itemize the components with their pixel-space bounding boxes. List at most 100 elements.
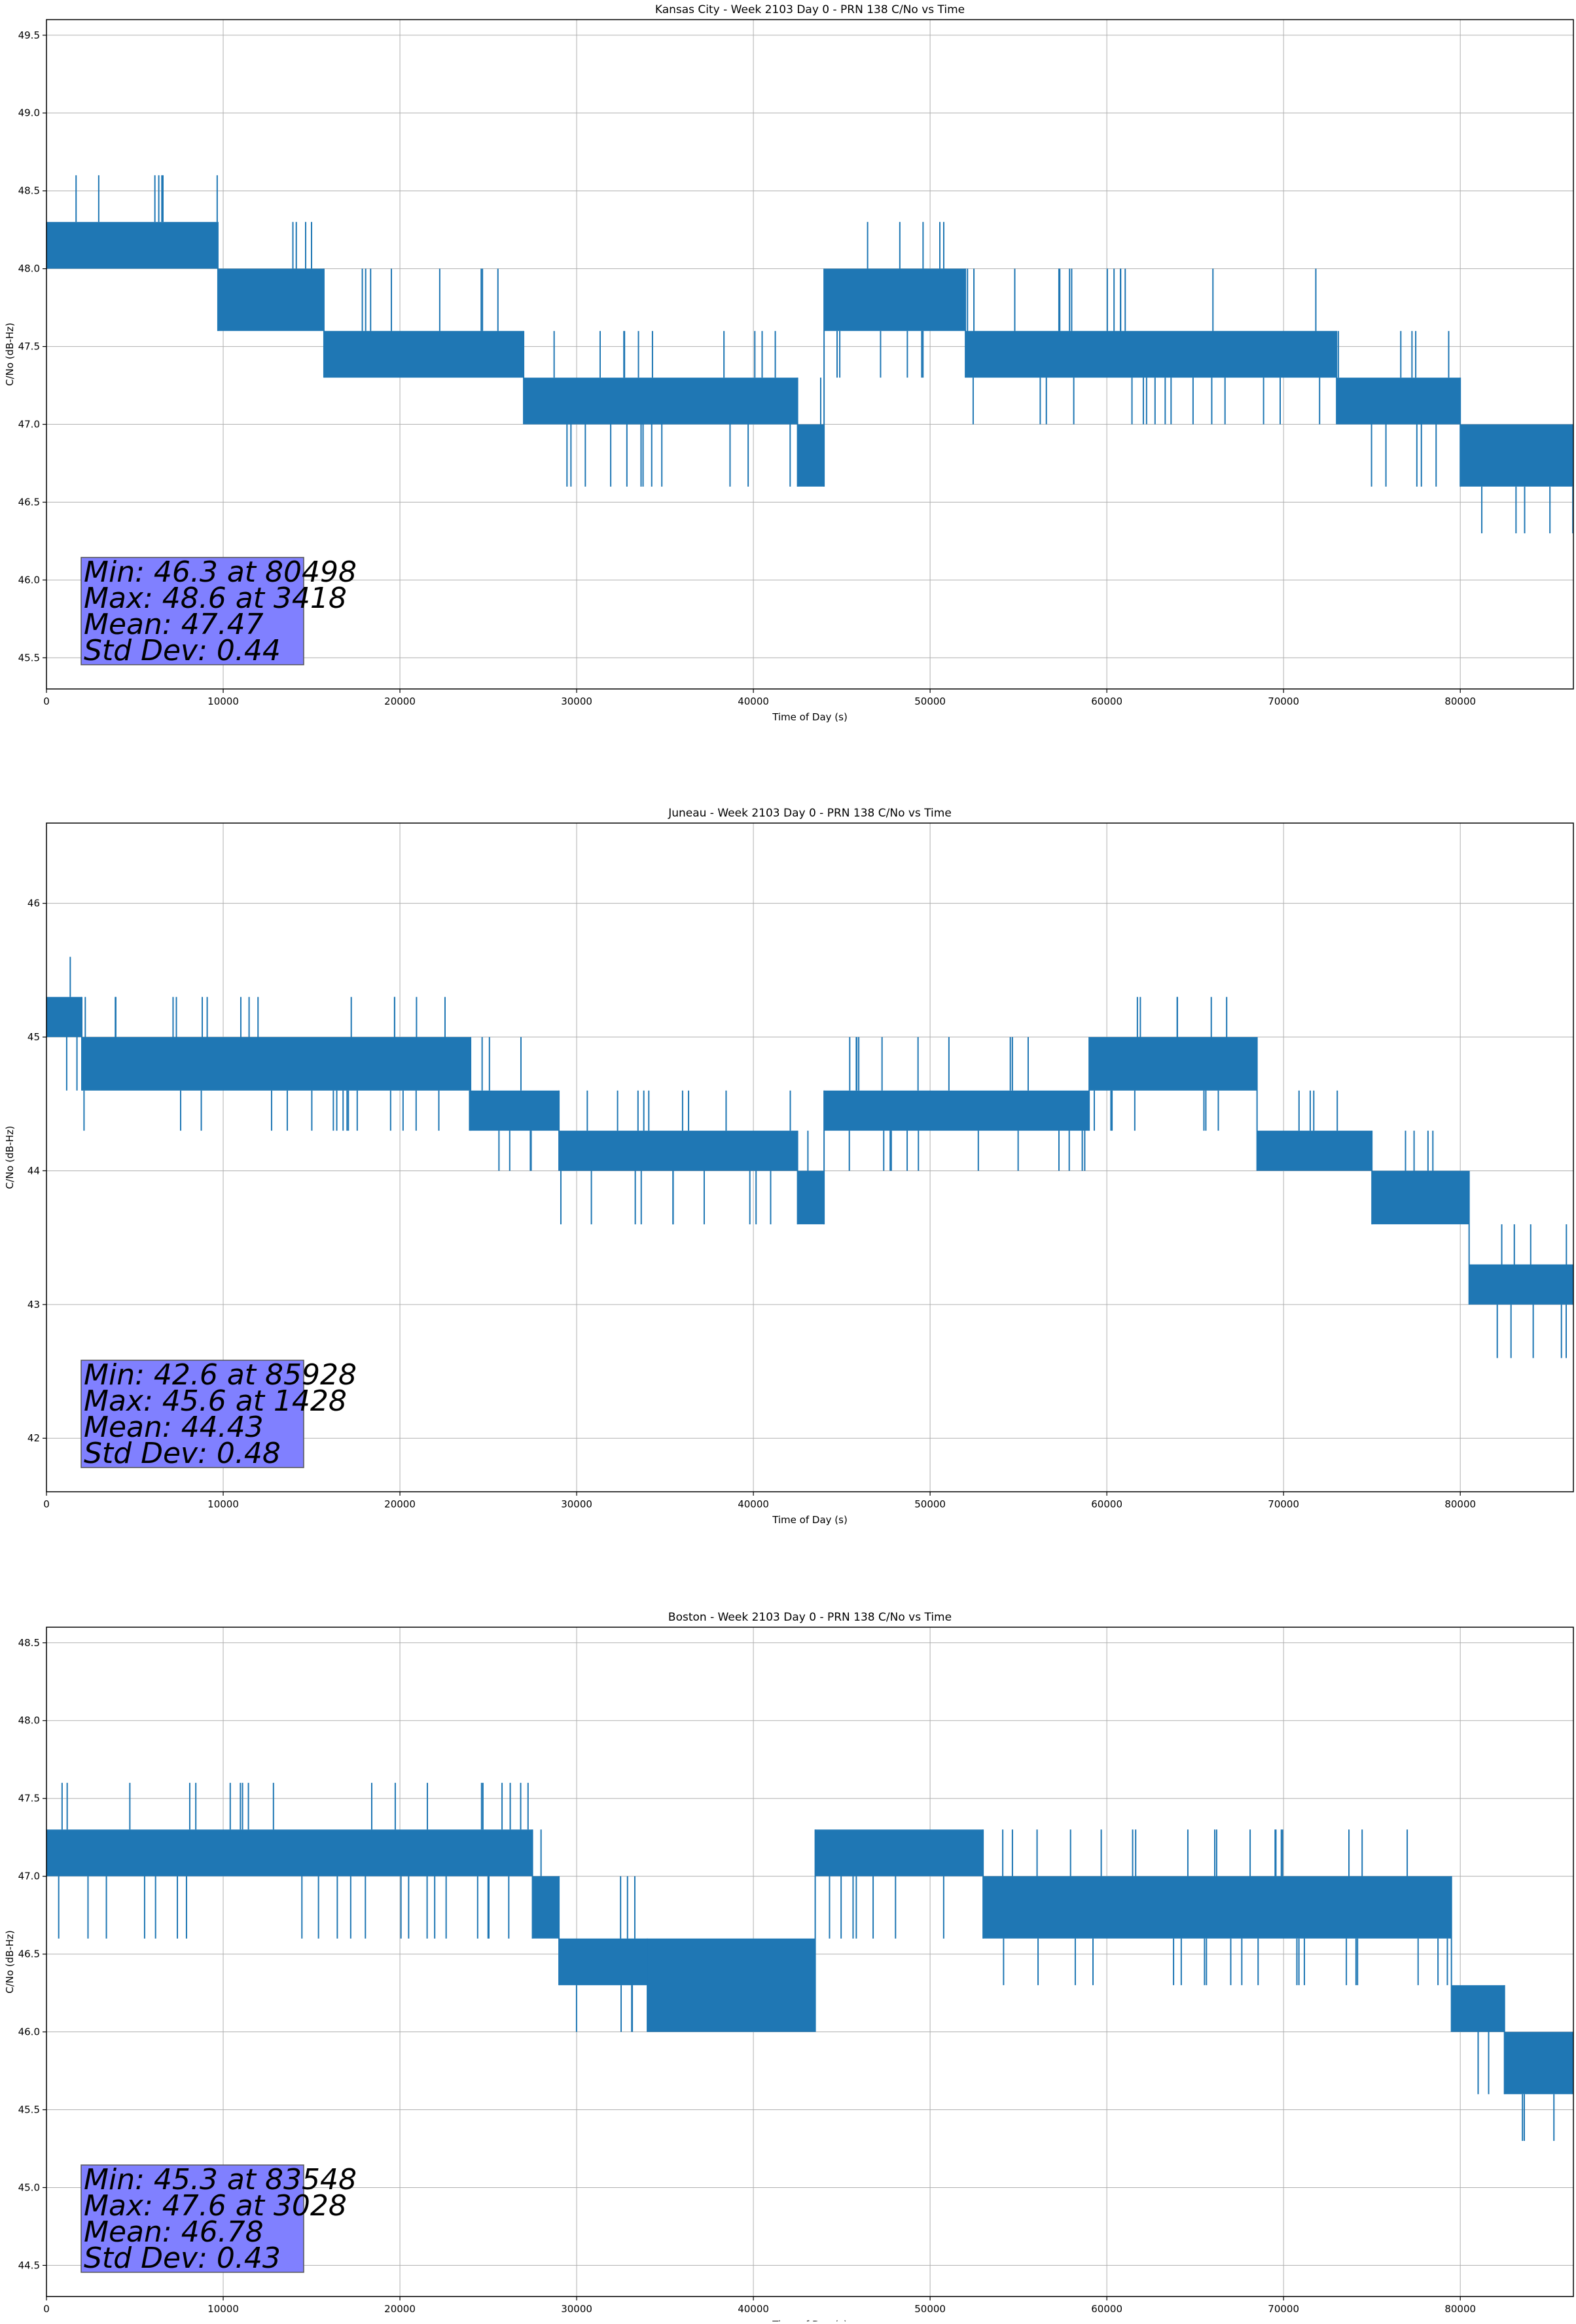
x-tick-label: 0 [43, 695, 50, 707]
x-tick-label: 20000 [384, 695, 416, 707]
y-tick-label: 49.0 [18, 107, 40, 119]
y-tick-label: 48.0 [18, 263, 40, 275]
x-tick-label: 30000 [561, 2303, 592, 2315]
y-tick-label: 45 [27, 1031, 40, 1043]
plot-frame [46, 822, 1574, 1492]
x-tick-label: 40000 [738, 1498, 769, 1510]
plot-frame [46, 19, 1574, 690]
x-tick-label: 80000 [1444, 2303, 1476, 2315]
x-tick-label: 30000 [561, 1498, 592, 1510]
x-tick-label: 10000 [207, 695, 239, 707]
data-band [1451, 1985, 1505, 2032]
x-tick-label: 10000 [207, 1498, 239, 1510]
y-tick-label: 49.5 [18, 29, 40, 41]
x-tick-label: 40000 [738, 695, 769, 707]
y-axis-label: C/No (dB-Hz) [4, 1930, 16, 1994]
x-tick-label: 80000 [1444, 695, 1476, 707]
stats-line: Max: 45.6 at 1428 [84, 1384, 347, 1418]
y-tick-label: 46.0 [18, 574, 40, 586]
y-tick-label: 47.5 [18, 341, 40, 353]
x-tick-label: 20000 [384, 1498, 416, 1510]
stats-line: Max: 47.6 at 3028 [84, 2189, 347, 2223]
data-band [1504, 2032, 1573, 2094]
y-tick-label: 42 [27, 1432, 40, 1444]
stats-line: Std Dev: 0.43 [84, 2242, 281, 2275]
data-band [524, 378, 798, 425]
data-band [824, 1090, 1090, 1131]
data-band [1257, 1131, 1372, 1171]
series-line [46, 1782, 1573, 2141]
x-tick-label: 50000 [914, 2303, 946, 2315]
x-axis-label: Time of Day (s) [772, 711, 848, 723]
data-band [815, 1829, 984, 1876]
chart-panel-0: 0 10000 20000 30000 40000 50000 60000 70000 8000… [4, 3, 1574, 723]
stats-box [81, 557, 304, 665]
data-band [559, 1131, 798, 1171]
stats-line: Mean: 47.47 [84, 608, 264, 641]
x-tick-label: 80000 [1444, 1498, 1476, 1510]
data-band [1372, 1171, 1469, 1225]
y-axis-label: C/No (dB-Hz) [4, 323, 16, 386]
y-tick-label: 48.5 [18, 1637, 40, 1649]
data-band [824, 268, 966, 331]
stats-line: Mean: 44.43 [84, 1411, 264, 1444]
y-tick-label: 45.5 [18, 2104, 40, 2116]
data-band [46, 996, 82, 1038]
y-tick-label: 47.5 [18, 1793, 40, 1805]
chart-title: Boston - Week 2103 Day 0 - PRN 138 C/No … [668, 1611, 952, 1624]
x-tick-label: 70000 [1268, 695, 1299, 707]
y-tick-label: 48.0 [18, 1715, 40, 1727]
x-tick-label: 70000 [1268, 1498, 1299, 1510]
y-tick-label: 46.5 [18, 497, 40, 508]
x-axis-label: Time of Day (s) [772, 1514, 848, 1526]
plot-frame [46, 1627, 1574, 2297]
data-band [983, 1876, 1452, 1939]
y-tick-label: 44.5 [18, 2259, 40, 2271]
chart-panel-2: 0 10000 20000 30000 40000 50000 60000 70000 8000… [4, 1611, 1574, 2324]
data-band [323, 330, 524, 378]
y-tick-label: 46.5 [18, 1948, 40, 1960]
data-band [797, 1171, 825, 1225]
stats-line: Mean: 46.78 [84, 2215, 264, 2249]
data-band [559, 1938, 648, 1986]
stats-line: Max: 48.6 at 3418 [84, 582, 347, 615]
chart-title: Kansas City - Week 2103 Day 0 - PRN 138 … [655, 3, 965, 16]
y-tick-label: 44 [27, 1165, 40, 1176]
stats-line: Std Dev: 0.44 [84, 634, 281, 667]
y-tick-label: 47.0 [18, 419, 40, 431]
x-tick-label: 60000 [1091, 2303, 1122, 2315]
stats-line: Min: 45.3 at 83548 [84, 2163, 357, 2196]
x-tick-label: 40000 [738, 2303, 769, 2315]
data-band [46, 222, 218, 269]
stats-line: Min: 46.3 at 80498 [84, 555, 357, 589]
data-band [1336, 378, 1461, 425]
x-tick-label: 10000 [207, 2303, 239, 2315]
y-axis-label: C/No (dB-Hz) [4, 1126, 16, 1189]
series-line [46, 957, 1573, 1358]
y-tick-label: 43 [27, 1299, 40, 1311]
x-tick-label: 50000 [914, 695, 946, 707]
stats-box [81, 1360, 304, 1468]
chart-panel-1: 0 10000 20000 30000 40000 50000 60000 70000 8000… [4, 807, 1574, 1526]
x-tick-label: 50000 [914, 1498, 946, 1510]
stats-box [81, 2164, 304, 2273]
chart-title: Juneau - Week 2103 Day 0 - PRN 138 C/No … [668, 807, 952, 820]
x-tick-label: 0 [43, 1498, 50, 1510]
data-band [471, 1090, 560, 1131]
x-axis-label: Time of Day (s) [772, 2319, 848, 2321]
x-tick-label: 60000 [1091, 1498, 1122, 1510]
data-band [46, 1829, 533, 1876]
y-tick-label: 48.5 [18, 185, 40, 197]
data-band [82, 1037, 471, 1091]
x-tick-label: 20000 [384, 2303, 416, 2315]
x-tick-label: 60000 [1091, 695, 1122, 707]
x-tick-label: 70000 [1268, 2303, 1299, 2315]
x-tick-label: 30000 [561, 695, 592, 707]
data-band [797, 424, 825, 487]
y-tick-label: 47.0 [18, 1871, 40, 1882]
